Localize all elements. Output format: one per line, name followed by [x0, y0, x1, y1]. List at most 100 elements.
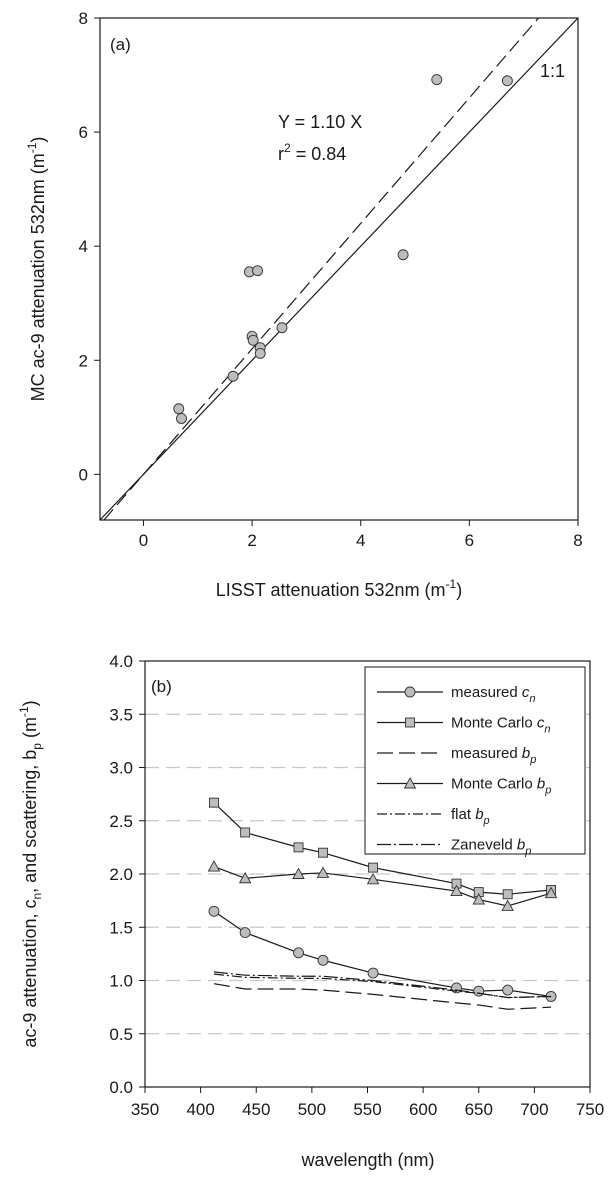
x-tick-label: 450	[242, 1100, 270, 1119]
y-tick-label: 0.5	[109, 1025, 133, 1044]
triangle-marker	[207, 860, 221, 872]
x-tick-label: 750	[576, 1100, 604, 1119]
series-line	[213, 910, 552, 998]
scatter-point	[431, 74, 443, 86]
panel-a-plot-frame	[99, 17, 579, 521]
square-marker	[293, 842, 304, 853]
series-4	[213, 973, 552, 999]
panel-b-x-axis-label: wavelength (nm)	[300, 1150, 434, 1170]
x-tick-label: 600	[409, 1100, 437, 1119]
series-line	[213, 865, 552, 907]
triangle-marker	[450, 884, 463, 896]
series-line	[213, 973, 552, 999]
circle-marker	[473, 985, 485, 997]
triangle-marker	[472, 893, 486, 905]
series-0	[208, 905, 557, 1002]
y-tick-label: 6	[79, 123, 88, 142]
r-squared-value: r2 = 0.84	[278, 141, 346, 164]
x-tick-label: 2	[247, 531, 256, 550]
triangle-marker	[544, 886, 558, 899]
legend-entry: flat bp	[377, 806, 490, 827]
scatter-point	[501, 75, 513, 87]
legend-label: Monte Carlo bp	[451, 776, 551, 797]
x-tick-label: 700	[520, 1100, 548, 1119]
x-tick-label: 400	[186, 1100, 214, 1119]
circle-marker	[239, 927, 251, 939]
scatter-point	[276, 322, 288, 334]
regression-equation: Y = 1.10 X	[278, 112, 362, 132]
triangle-marker	[501, 899, 514, 911]
series-3	[207, 860, 558, 911]
legend-entry: Monte Carlo cn	[377, 715, 551, 736]
y-tick-label: 0.0	[109, 1078, 133, 1097]
x-tick-label: 0	[139, 531, 148, 550]
circle-marker	[404, 686, 416, 698]
circle-marker	[502, 984, 514, 996]
x-tick-label: 350	[131, 1100, 159, 1119]
x-tick-label: 8	[573, 531, 582, 550]
legend-entry: measured bp	[377, 745, 536, 766]
panel-a-x-axis-label: LISST attenuation 532nm (m-1)	[216, 577, 462, 600]
y-tick-label: 1.0	[109, 972, 133, 991]
one-to-one-label: 1:1	[540, 61, 565, 81]
panel-b-y-axis-label: ac-9 attenuation, cn, and scattering, bp…	[17, 700, 44, 1047]
x-tick-label: 650	[465, 1100, 493, 1119]
y-tick-label: 0	[79, 465, 88, 484]
x-tick-label: 6	[465, 531, 474, 550]
square-marker	[318, 847, 328, 858]
series-5	[213, 971, 552, 999]
square-marker	[240, 827, 251, 838]
legend-entry: Zaneveld bp	[377, 837, 531, 858]
circle-marker	[317, 954, 329, 966]
one-to-one-line	[99, 17, 579, 521]
square-marker	[405, 717, 415, 728]
circle-marker	[208, 905, 220, 917]
series-line	[213, 971, 552, 999]
panel-b-tag: (b)	[151, 677, 172, 696]
y-tick-label: 4	[79, 237, 88, 256]
triangle-marker	[366, 872, 380, 885]
scatter-point	[252, 265, 263, 277]
x-tick-label: 550	[353, 1100, 381, 1119]
scatter-point	[247, 334, 259, 346]
scatter-point	[254, 347, 266, 359]
scatter-point	[173, 403, 185, 415]
triangle-marker	[292, 867, 305, 879]
legend-entry: measured cn	[377, 684, 536, 705]
legend-label: Zaneveld bp	[451, 837, 531, 858]
x-tick-label: 500	[298, 1100, 326, 1119]
panel-a-y-axis-label: MC ac-9 attenuation 532nm (m-1)	[25, 137, 48, 402]
legend-label: measured bp	[451, 745, 536, 766]
y-tick-label: 1.5	[109, 918, 133, 937]
legend-label: measured cn	[451, 684, 536, 705]
triangle-marker	[316, 866, 330, 878]
y-tick-label: 4.0	[109, 652, 133, 671]
square-marker	[209, 797, 219, 808]
y-tick-label: 2.0	[109, 865, 133, 884]
scatter-point	[227, 370, 239, 382]
scatter-point	[176, 413, 187, 424]
x-tick-label: 4	[356, 531, 365, 550]
square-marker	[502, 889, 513, 900]
y-tick-label: 3.0	[109, 759, 133, 778]
legend-entry: Monte Carlo bp	[377, 776, 551, 797]
y-tick-label: 3.5	[109, 705, 133, 724]
scatter-point	[397, 249, 409, 261]
y-tick-label: 8	[79, 9, 88, 28]
triangle-marker	[403, 777, 417, 789]
square-marker	[368, 862, 379, 873]
legend-box	[364, 666, 586, 855]
legend-label: Monte Carlo cn	[451, 715, 551, 736]
series-line	[213, 983, 552, 1010]
panel-b-legend: measured cn Monte Carlo cn measured bp Mont…	[364, 666, 586, 858]
circle-marker	[367, 967, 379, 979]
regression-line	[103, 17, 539, 521]
panel-a-tag: (a)	[110, 35, 131, 54]
y-tick-label: 2.5	[109, 812, 133, 831]
series-2	[213, 983, 552, 1010]
triangle-marker	[238, 871, 252, 884]
y-tick-label: 2	[79, 351, 88, 370]
panel-b-line-chart: 350 400 450 500 550 600 650 700 750 0.0 0.5 1.0 1.5 2…	[17, 652, 604, 1170]
